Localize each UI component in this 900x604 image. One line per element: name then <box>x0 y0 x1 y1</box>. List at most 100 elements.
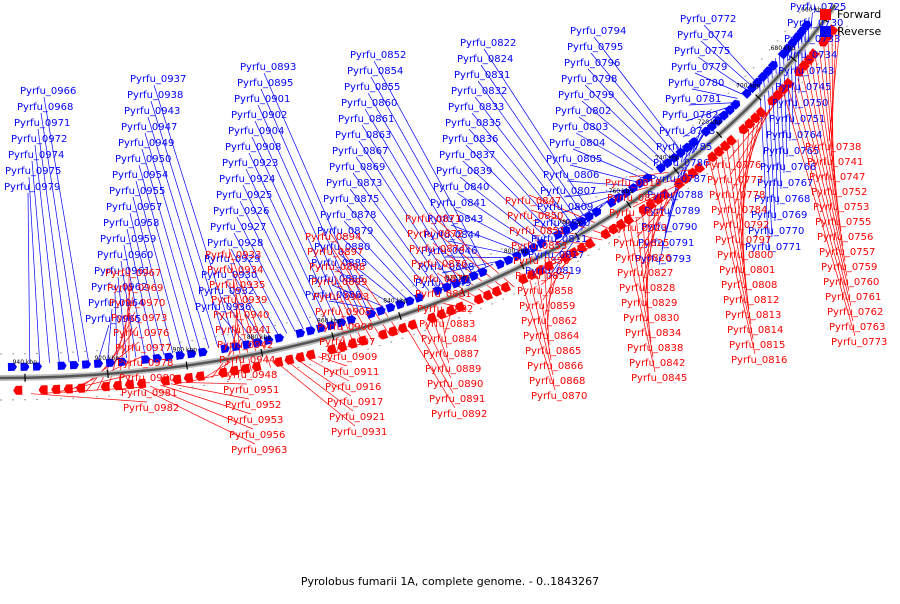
gene-label[interactable]: Pyrfu_0776 <box>705 160 761 171</box>
gene-label[interactable]: Pyrfu_0876 <box>411 259 467 270</box>
gene-label[interactable]: Pyrfu_0927 <box>210 222 266 233</box>
gene-label[interactable]: Pyrfu_0825 <box>613 238 669 249</box>
gene-label[interactable]: Pyrfu_0800 <box>717 250 773 261</box>
gene-label[interactable]: Pyrfu_0869 <box>329 162 385 173</box>
gene-label[interactable]: Pyrfu_0837 <box>439 150 495 161</box>
gene-label[interactable]: Pyrfu_0738 <box>805 142 861 153</box>
gene-label[interactable]: Pyrfu_0755 <box>815 217 871 228</box>
gene-label[interactable]: Pyrfu_0818 <box>605 178 661 189</box>
gene-label[interactable]: Pyrfu_0881 <box>415 289 471 300</box>
gene-label[interactable]: Pyrfu_0804 <box>549 138 605 149</box>
gene-label[interactable]: Pyrfu_0796 <box>564 58 620 69</box>
gene-label[interactable]: Pyrfu_0917 <box>327 397 383 408</box>
gene-label[interactable]: Pyrfu_0952 <box>225 400 281 411</box>
gene-label[interactable]: Pyrfu_0827 <box>617 268 673 279</box>
gene-label[interactable]: Pyrfu_0802 <box>555 106 611 117</box>
gene-label[interactable]: Pyrfu_0963 <box>231 445 287 456</box>
gene-label[interactable]: Pyrfu_0911 <box>323 367 379 378</box>
gene-label[interactable]: Pyrfu_0976 <box>113 328 169 339</box>
gene-label[interactable]: Pyrfu_0899 <box>311 277 367 288</box>
gene-label[interactable]: Pyrfu_0940 <box>213 310 269 321</box>
gene-label[interactable]: Pyrfu_0882 <box>417 304 473 315</box>
gene-label[interactable]: Pyrfu_0926 <box>213 206 269 217</box>
gene-label[interactable]: Pyrfu_0760 <box>823 277 879 288</box>
gene-label[interactable]: Pyrfu_0970 <box>109 298 165 309</box>
gene-label[interactable]: Pyrfu_0893 <box>240 62 296 73</box>
gene-label[interactable]: Pyrfu_0943 <box>124 106 180 117</box>
gene-label[interactable]: Pyrfu_0808 <box>721 280 777 291</box>
gene-label[interactable]: Pyrfu_0950 <box>115 154 171 165</box>
gene-label[interactable]: Pyrfu_0975 <box>5 166 61 177</box>
gene-label[interactable]: Pyrfu_0949 <box>118 138 174 149</box>
gene-label[interactable]: Pyrfu_0853 <box>511 241 567 252</box>
gene-label[interactable]: Pyrfu_0782 <box>662 110 718 121</box>
gene-label[interactable]: Pyrfu_0772 <box>680 14 736 25</box>
gene-label[interactable]: Pyrfu_0805 <box>546 154 602 165</box>
gene-label[interactable]: Pyrfu_0850 <box>507 211 563 222</box>
gene-label[interactable]: Pyrfu_0889 <box>425 364 481 375</box>
gene-label[interactable]: Pyrfu_0968 <box>17 102 73 113</box>
gene-label[interactable]: Pyrfu_0875 <box>323 194 379 205</box>
gene-label[interactable]: Pyrfu_0767 <box>757 178 813 189</box>
gene-label[interactable]: Pyrfu_0747 <box>809 172 865 183</box>
gene-label[interactable]: Pyrfu_0847 <box>505 196 561 207</box>
gene-label[interactable]: Pyrfu_0859 <box>519 301 575 312</box>
gene-label[interactable]: Pyrfu_0857 <box>515 271 571 282</box>
gene-label[interactable]: Pyrfu_0801 <box>719 265 775 276</box>
gene-label[interactable]: Pyrfu_0777 <box>707 175 763 186</box>
gene-label[interactable]: Pyrfu_0935 <box>209 280 265 291</box>
gene-label[interactable]: Pyrfu_0824 <box>457 54 513 65</box>
gene-label[interactable]: Pyrfu_0921 <box>329 412 385 423</box>
gene-label[interactable]: Pyrfu_0816 <box>731 355 787 366</box>
gene-label[interactable]: Pyrfu_0891 <box>429 394 485 405</box>
gene-label[interactable]: Pyrfu_0798 <box>561 74 617 85</box>
gene-label[interactable]: Pyrfu_0866 <box>527 361 583 372</box>
gene-label[interactable]: Pyrfu_0980 <box>119 373 175 384</box>
gene-label[interactable]: Pyrfu_0981 <box>121 388 177 399</box>
gene-label[interactable]: Pyrfu_0877 <box>413 274 469 285</box>
gene-label[interactable]: Pyrfu_0956 <box>229 430 285 441</box>
gene-label[interactable]: Pyrfu_0951 <box>223 385 279 396</box>
gene-label[interactable]: Pyrfu_0890 <box>427 379 483 390</box>
gene-label[interactable]: Pyrfu_0944 <box>219 355 275 366</box>
gene-label[interactable]: Pyrfu_0865 <box>525 346 581 357</box>
gene-label[interactable]: Pyrfu_0941 <box>215 325 271 336</box>
gene-label[interactable]: Pyrfu_0774 <box>677 30 733 41</box>
gene-label[interactable]: Pyrfu_0860 <box>341 98 397 109</box>
gene-label[interactable]: Pyrfu_0960 <box>97 250 153 261</box>
gene-label[interactable]: Pyrfu_0858 <box>517 286 573 297</box>
gene-label[interactable]: Pyrfu_0815 <box>729 340 785 351</box>
gene-label[interactable]: Pyrfu_0861 <box>338 114 394 125</box>
gene-label[interactable]: Pyrfu_0781 <box>665 94 721 105</box>
gene-label[interactable]: Pyrfu_0845 <box>631 373 687 384</box>
gene-label[interactable]: Pyrfu_0786 <box>653 158 709 169</box>
gene-label[interactable]: Pyrfu_0958 <box>103 218 159 229</box>
gene-label[interactable]: Pyrfu_0955 <box>109 186 165 197</box>
gene-label[interactable]: Pyrfu_0909 <box>321 352 377 363</box>
gene-label[interactable]: Pyrfu_0878 <box>320 210 376 221</box>
gene-label[interactable]: Pyrfu_0895 <box>237 78 293 89</box>
gene-label[interactable]: Pyrfu_0856 <box>513 256 569 267</box>
gene-label[interactable]: Pyrfu_0813 <box>725 310 781 321</box>
gene-label[interactable]: Pyrfu_0902 <box>231 110 287 121</box>
gene-label[interactable]: Pyrfu_0884 <box>421 334 477 345</box>
gene-label[interactable]: Pyrfu_0959 <box>100 234 156 245</box>
gene-label[interactable]: Pyrfu_0821 <box>609 208 665 219</box>
gene-label[interactable]: Pyrfu_0828 <box>619 283 675 294</box>
gene-label[interactable]: Pyrfu_0756 <box>817 232 873 243</box>
gene-label[interactable]: Pyrfu_0762 <box>827 307 883 318</box>
gene-label[interactable]: Pyrfu_0982 <box>123 403 179 414</box>
gene-label[interactable]: Pyrfu_0978 <box>117 358 173 369</box>
gene-label[interactable]: Pyrfu_0820 <box>607 193 663 204</box>
gene-label[interactable]: Pyrfu_0892 <box>431 409 487 420</box>
gene-label[interactable]: Pyrfu_0794 <box>570 26 626 37</box>
gene-label[interactable]: Pyrfu_0822 <box>460 38 516 49</box>
gene-label[interactable]: Pyrfu_0773 <box>831 337 887 348</box>
gene-label[interactable]: Pyrfu_0939 <box>211 295 267 306</box>
gene-label[interactable]: Pyrfu_0780 <box>668 78 724 89</box>
gene-label[interactable]: Pyrfu_0862 <box>521 316 577 327</box>
gene-label[interactable]: Pyrfu_0883 <box>419 319 475 330</box>
gene-label[interactable]: Pyrfu_0947 <box>121 122 177 133</box>
gene-label[interactable]: Pyrfu_0784 <box>711 205 767 216</box>
gene-label[interactable]: Pyrfu_0764 <box>766 130 822 141</box>
